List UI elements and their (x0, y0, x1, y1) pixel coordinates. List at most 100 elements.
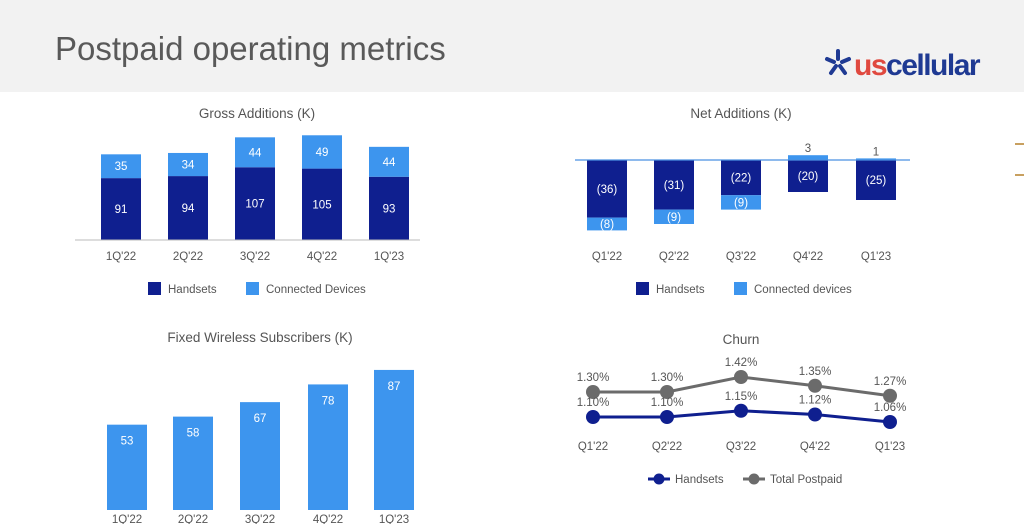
bar-handsets (788, 160, 828, 192)
data-label: (9) (734, 197, 748, 209)
legend-handsets-marker (653, 473, 665, 485)
bar-handsets (235, 167, 275, 240)
uscellular-logo: uscellular (825, 49, 982, 82)
data-label: 91 (115, 204, 128, 216)
data-label: 1.15% (725, 391, 758, 403)
bar-handsets (101, 178, 141, 240)
bar-connected-devices (788, 155, 828, 160)
bar-connected-devices (721, 195, 761, 210)
legend-total-postpaid-marker (748, 473, 760, 485)
x-tick-label: Q3'22 (726, 251, 756, 263)
data-label: 107 (245, 199, 264, 211)
x-tick-label: 1Q'22 (106, 251, 136, 263)
bar-handsets (721, 160, 761, 196)
bar-fixed-wireless (173, 416, 213, 510)
bar-handsets (302, 168, 342, 240)
data-label: 78 (322, 395, 335, 407)
data-label: 94 (182, 203, 195, 215)
chart-title: Gross Additions (K) (199, 106, 315, 121)
data-label: 1.42% (725, 357, 758, 369)
x-tick-label: Q3'22 (726, 441, 756, 453)
x-tick-label: 4Q'22 (313, 514, 343, 524)
x-tick-label: 2Q'22 (178, 514, 208, 524)
data-label: 49 (316, 147, 329, 159)
bar-handsets (587, 160, 627, 218)
data-label: 44 (249, 147, 262, 159)
x-tick-label: 4Q'22 (307, 251, 337, 263)
bar-handsets (369, 176, 409, 240)
point-total-postpaid (734, 370, 748, 384)
bar-fixed-wireless (107, 424, 147, 510)
data-label: (8) (600, 219, 614, 231)
data-label: (22) (731, 173, 752, 185)
point-handsets (883, 415, 897, 429)
x-tick-label: Q2'22 (652, 441, 682, 453)
x-tick-label: Q1'23 (861, 251, 891, 263)
x-tick-label: Q1'23 (875, 441, 905, 453)
bar-connected-devices (654, 209, 694, 224)
legend-handsets-label: Handsets (675, 474, 724, 486)
bar-connected-devices (168, 152, 208, 177)
bar-fixed-wireless (308, 384, 348, 510)
x-tick-label: 3Q'22 (245, 514, 275, 524)
legend-connected-devices-swatch (734, 282, 747, 295)
chart-title: Fixed Wireless Subscribers (K) (167, 330, 352, 345)
x-tick-label: Q4'22 (800, 441, 830, 453)
header-band (0, 0, 1024, 92)
data-label: 53 (121, 436, 134, 448)
star-icon (825, 49, 851, 75)
data-label: (25) (866, 175, 887, 187)
legend-handsets-swatch (636, 282, 649, 295)
bar-connected-devices (369, 146, 409, 177)
bar-connected-devices (856, 158, 896, 160)
data-label: 1.06% (874, 402, 907, 414)
x-tick-label: 1Q'23 (379, 514, 409, 524)
bar-handsets (654, 160, 694, 210)
data-label: 58 (187, 428, 200, 440)
point-handsets (734, 403, 748, 418)
legend-handsets-swatch (148, 282, 161, 295)
x-tick-label: Q1'22 (592, 251, 622, 263)
x-tick-label: Q2'22 (659, 251, 689, 263)
data-label: 1.27% (874, 376, 907, 388)
x-tick-label: 1Q'22 (112, 514, 142, 524)
data-label: (20) (798, 171, 819, 183)
legend-connected-devices-swatch (246, 282, 259, 295)
data-label: 93 (383, 203, 396, 215)
data-label: 44 (383, 157, 396, 169)
bar-connected-devices (235, 137, 275, 168)
x-tick-label: 1Q'23 (374, 251, 404, 263)
chart-title: Churn (723, 332, 760, 347)
bar-fixed-wireless (240, 402, 280, 510)
x-tick-label: 2Q'22 (173, 251, 203, 263)
bar-connected-devices (587, 217, 627, 231)
x-tick-label: Q4'22 (793, 251, 823, 263)
data-label: 87 (388, 381, 401, 393)
bar-handsets (856, 160, 896, 200)
data-label: 1.12% (799, 395, 832, 407)
bar-connected-devices (101, 154, 141, 179)
point-total-postpaid (660, 385, 674, 399)
data-label: 35 (115, 161, 128, 173)
data-label: 1.35% (799, 366, 832, 378)
point-handsets (586, 410, 600, 424)
legend-total-postpaid-label: Total Postpaid (770, 474, 842, 486)
data-label: 105 (312, 199, 331, 211)
x-tick-label: 3Q'22 (240, 251, 270, 263)
data-label: 1.30% (651, 372, 684, 384)
data-label: (31) (664, 180, 685, 192)
bar-connected-devices (302, 135, 342, 169)
x-tick-label: Q1'22 (578, 441, 608, 453)
legend-connected-devices-label: Connected Devices (266, 284, 366, 296)
point-handsets (808, 407, 822, 422)
data-label: 34 (182, 160, 195, 172)
legend-handsets-label: Handsets (656, 284, 705, 296)
legend-connected-devices-label: Connected devices (754, 284, 852, 296)
point-total-postpaid (586, 385, 600, 399)
data-label: 1.10% (577, 397, 610, 409)
data-label: 1 (873, 146, 879, 158)
point-handsets (660, 410, 674, 424)
legend-handsets-label: Handsets (168, 284, 217, 296)
chart-title: Net Additions (K) (690, 106, 791, 121)
